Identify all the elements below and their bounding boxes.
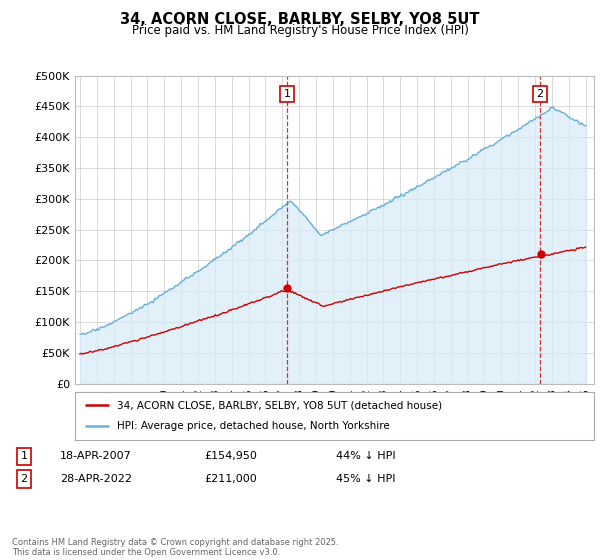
Text: 1: 1: [284, 89, 291, 99]
Text: 18-APR-2007: 18-APR-2007: [60, 451, 132, 461]
Text: £211,000: £211,000: [204, 474, 257, 484]
Text: 45% ↓ HPI: 45% ↓ HPI: [336, 474, 395, 484]
Text: 1: 1: [20, 451, 28, 461]
Text: 28-APR-2022: 28-APR-2022: [60, 474, 132, 484]
Text: HPI: Average price, detached house, North Yorkshire: HPI: Average price, detached house, Nort…: [116, 421, 389, 431]
Text: 2: 2: [20, 474, 28, 484]
Text: Price paid vs. HM Land Registry's House Price Index (HPI): Price paid vs. HM Land Registry's House …: [131, 24, 469, 36]
Text: 34, ACORN CLOSE, BARLBY, SELBY, YO8 5UT: 34, ACORN CLOSE, BARLBY, SELBY, YO8 5UT: [120, 12, 480, 27]
Text: 34, ACORN CLOSE, BARLBY, SELBY, YO8 5UT (detached house): 34, ACORN CLOSE, BARLBY, SELBY, YO8 5UT …: [116, 400, 442, 410]
Text: 2: 2: [536, 89, 544, 99]
Text: Contains HM Land Registry data © Crown copyright and database right 2025.
This d: Contains HM Land Registry data © Crown c…: [12, 538, 338, 557]
Text: 44% ↓ HPI: 44% ↓ HPI: [336, 451, 395, 461]
Text: £154,950: £154,950: [204, 451, 257, 461]
